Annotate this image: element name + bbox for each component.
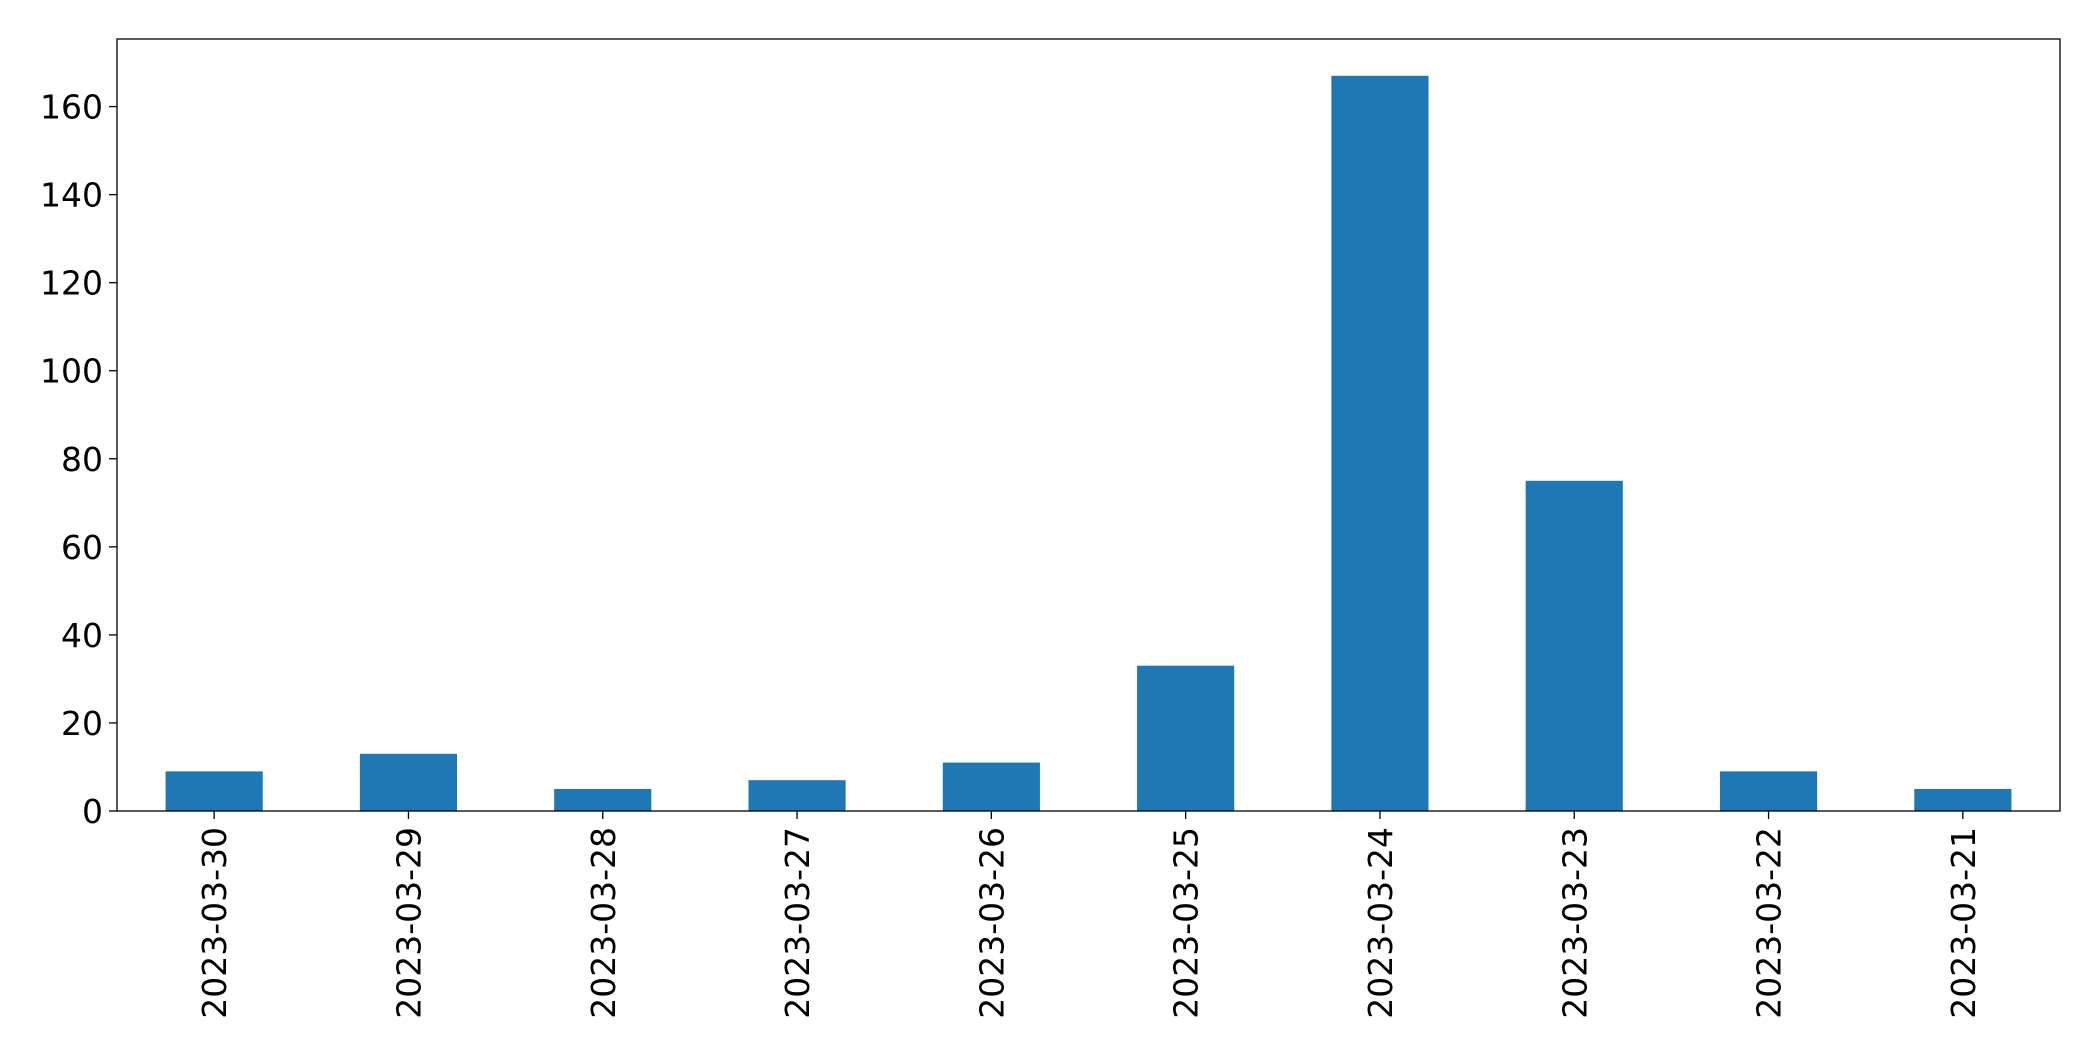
bar-2023-03-28: [554, 788, 652, 811]
plot-frame: [116, 38, 2061, 812]
y-tick-label: 100: [40, 352, 103, 391]
bars-group: [165, 75, 2012, 811]
x-tick-label: 2023-03-28: [584, 827, 623, 1019]
x-tick-label: 2023-03-22: [1750, 827, 1789, 1019]
y-tick-label: 140: [40, 176, 103, 215]
x-tick-label: 2023-03-27: [778, 827, 817, 1019]
y-tick-label: 0: [82, 792, 103, 831]
y-tick-label: 160: [40, 88, 103, 127]
x-tick-label: 2023-03-24: [1361, 827, 1400, 1019]
x-tick-label: 2023-03-25: [1167, 827, 1206, 1019]
bar-2023-03-25: [1137, 665, 1235, 811]
x-tick-label: 2023-03-23: [1555, 827, 1594, 1019]
bar-2023-03-22: [1719, 771, 1818, 811]
bar-2023-03-21: [1914, 788, 2012, 811]
bar-2023-03-23: [1525, 480, 1623, 811]
y-tick-label: 60: [61, 528, 103, 567]
y-tick-label: 20: [61, 704, 103, 743]
y-tick-label: 40: [61, 616, 103, 655]
y-tick-label: 80: [61, 440, 103, 479]
bar-2023-03-29: [359, 753, 458, 811]
bar-2023-03-26: [942, 762, 1040, 811]
y-axis: 0 20 40 60 80 100 120 140 160: [40, 88, 117, 831]
y-tick-label: 120: [40, 264, 103, 303]
x-tick-label: 2023-03-29: [389, 827, 428, 1019]
bar-2023-03-24: [1331, 75, 1429, 811]
x-tick-label: 2023-03-26: [972, 827, 1011, 1019]
x-axis: 2023-03-30 2023-03-29 2023-03-28 2023-03-27…: [195, 811, 1983, 1019]
x-tick-label: 2023-03-30: [195, 827, 234, 1019]
bar-2023-03-30: [165, 771, 263, 811]
bar-2023-03-27: [748, 780, 846, 811]
x-tick-label: 2023-03-21: [1944, 827, 1983, 1019]
